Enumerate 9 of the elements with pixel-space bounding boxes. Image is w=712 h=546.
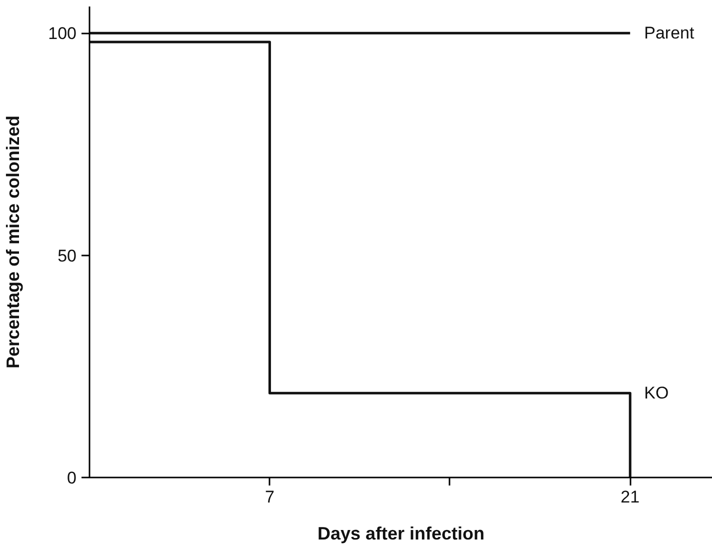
y-axis-title: Percentage of mice colonized (3, 115, 24, 369)
x-axis-title: Days after infection (317, 524, 485, 544)
series-label: KO (644, 384, 669, 403)
y-tick-label: 100 (48, 24, 77, 44)
y-tick-label: 0 (67, 468, 77, 488)
x-tick-label: 21 (620, 488, 640, 506)
series-label: Parent (644, 24, 694, 43)
y-tick-label: 50 (58, 246, 77, 266)
x-tick-label: 7 (264, 488, 274, 506)
